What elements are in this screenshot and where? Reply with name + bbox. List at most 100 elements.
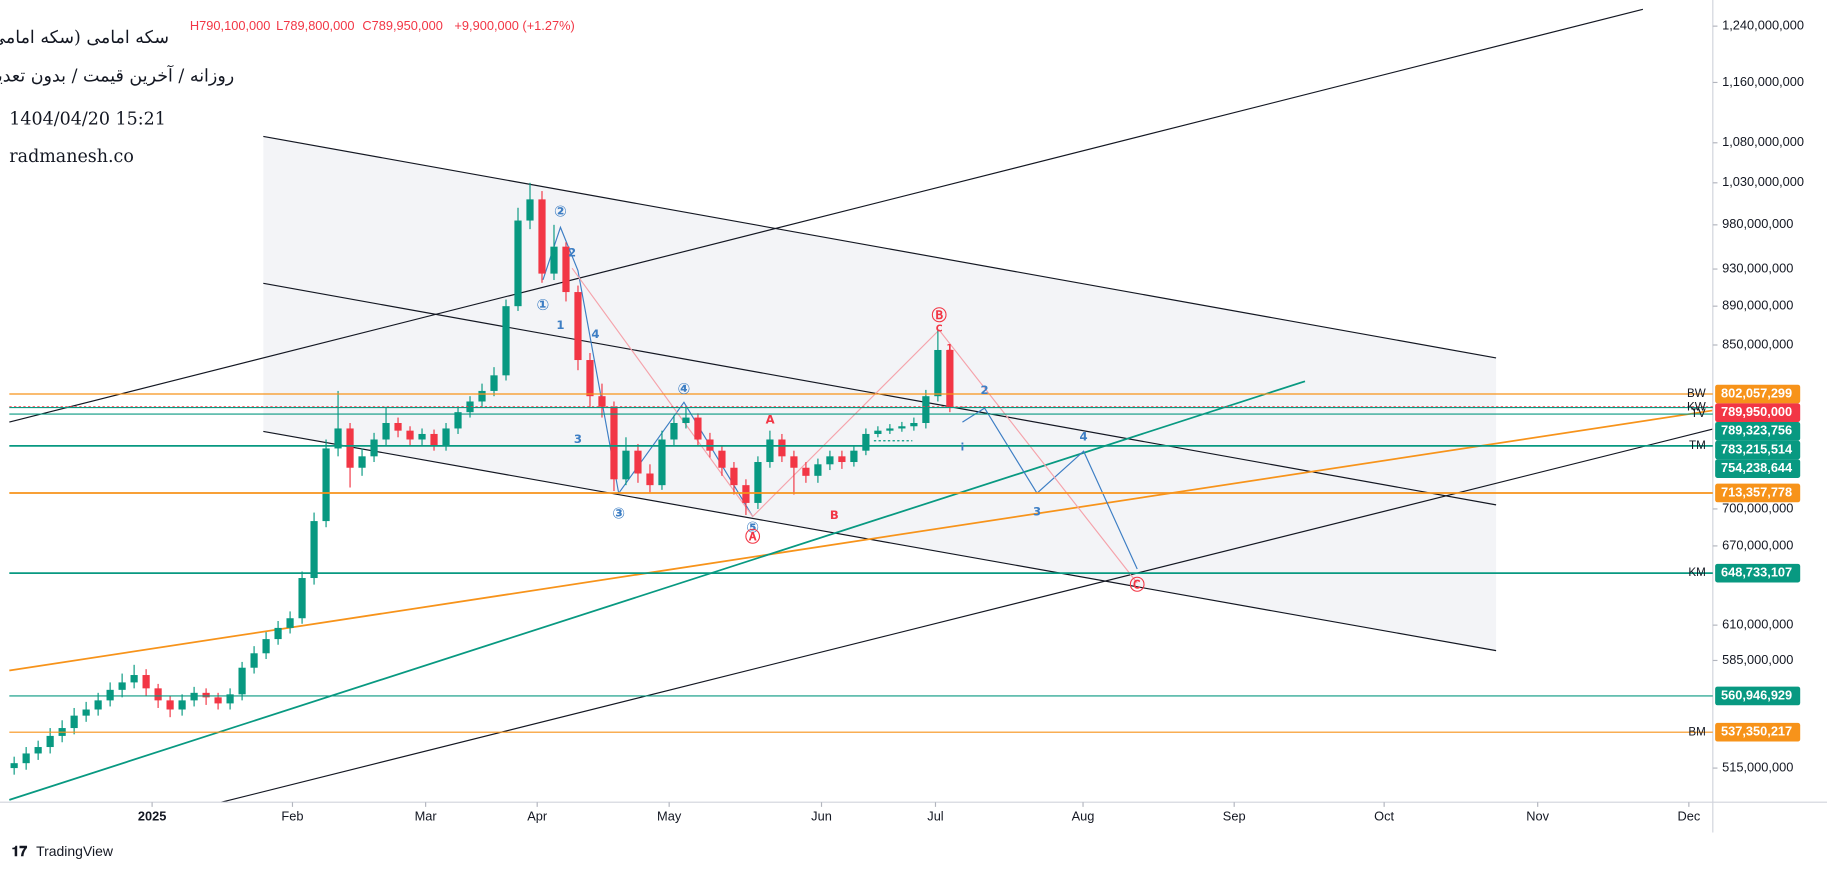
trend-line — [263, 430, 1497, 652]
level-label: 537,350,217 — [1721, 724, 1792, 739]
wave-label: 4 — [591, 327, 599, 341]
datetime: 1404/04/20 15:21 — [9, 110, 166, 130]
level-label-bg — [1715, 403, 1801, 423]
candle-body — [802, 467, 810, 476]
header-low: L789,800,000 — [276, 18, 354, 33]
level-label: 789,950,000 — [1721, 404, 1792, 419]
level-label-bg — [1715, 440, 1801, 460]
candle-body — [274, 627, 282, 640]
candle-body — [334, 428, 342, 449]
candle-body — [694, 417, 702, 440]
candle-body — [862, 433, 870, 451]
wave-label: Ⓑ — [932, 306, 947, 324]
candle-body — [298, 578, 306, 619]
wave-label: 1 — [946, 343, 952, 354]
candle-body — [226, 694, 234, 704]
candle-body — [622, 450, 630, 480]
candle-body — [262, 639, 270, 654]
candle-body — [634, 450, 642, 474]
x-tick-label: Apr — [527, 809, 548, 824]
header-change: +9,900,000 (+1.27%) — [454, 18, 574, 33]
trend-line — [9, 380, 1306, 801]
level-label: 713,357,778 — [1721, 484, 1792, 499]
wave-label: ① — [537, 296, 550, 314]
candle-body — [646, 473, 654, 486]
level-name: TV — [1691, 407, 1706, 420]
symbol: سکه امامی (سکه امامی) — [0, 28, 169, 48]
candle-body — [322, 448, 330, 522]
candle-body — [310, 521, 318, 579]
y-tick-label: 930,000,000 — [1722, 260, 1793, 275]
level-label: 783,215,514 — [1721, 441, 1793, 456]
level-label-bg — [1715, 563, 1801, 583]
level-label: 789,323,756 — [1721, 423, 1792, 438]
header-close: C789,950,000 — [362, 18, 442, 33]
level-name: TM — [1689, 439, 1706, 452]
wave-label: 4 — [1080, 430, 1088, 444]
interval: روزانه / آخرین قیمت / بدون تعدیل — [0, 64, 234, 86]
wave-label: ⑤ — [746, 519, 759, 537]
candle-body — [238, 667, 246, 695]
wave-label: C — [936, 323, 943, 334]
candle-body — [478, 390, 486, 402]
level-name: BW — [1687, 387, 1706, 400]
level-label: 560,946,929 — [1721, 687, 1792, 702]
candle-body — [586, 360, 594, 397]
candle-body — [130, 675, 138, 683]
header-high: H790,100,000 — [190, 18, 270, 33]
candle-body — [886, 428, 894, 431]
level-label-bg — [1715, 422, 1801, 441]
candle-body — [394, 422, 402, 431]
candle-body — [94, 700, 102, 710]
candle-body — [214, 697, 222, 704]
candle-body — [598, 396, 606, 407]
x-tick-label: Oct — [1374, 809, 1394, 824]
y-tick-label: 700,000,000 — [1722, 500, 1793, 515]
wave-label: Ⓐ — [745, 528, 760, 546]
x-tick-label: Aug — [1072, 809, 1095, 824]
level-name: KW — [1687, 401, 1706, 414]
level-name: KM — [1688, 566, 1705, 579]
candle-body — [766, 439, 774, 463]
candle-body — [118, 682, 126, 690]
y-tick-label: 850,000,000 — [1722, 336, 1793, 351]
candle-body — [898, 426, 906, 429]
candle-body — [790, 456, 798, 468]
trend-line — [9, 8, 1644, 423]
candle-body — [550, 246, 558, 274]
wave-label: 2 — [568, 246, 576, 260]
level-label: 754,238,644 — [1721, 460, 1793, 475]
wave-label: ③ — [612, 505, 625, 523]
x-tick-label: Sep — [1223, 809, 1246, 824]
candle-body — [430, 433, 438, 446]
candle-body — [838, 456, 846, 463]
level-label: 802,057,299 — [1721, 385, 1792, 400]
candle-body — [22, 753, 30, 764]
x-tick-label: Jul — [927, 809, 943, 824]
trend-line — [263, 135, 1497, 359]
candle-body — [922, 396, 930, 423]
trend-line — [221, 428, 1713, 803]
wave-label: i — [961, 442, 965, 454]
candle-body — [10, 763, 18, 769]
candle-body — [610, 406, 618, 480]
candle-body — [190, 692, 198, 701]
y-tick-label: 585,000,000 — [1722, 652, 1793, 667]
candle-body — [814, 464, 822, 476]
candle-body — [142, 675, 150, 689]
candle-body — [742, 485, 750, 503]
y-tick-label: 890,000,000 — [1722, 298, 1793, 313]
candle-body — [46, 735, 54, 748]
level-label-bg — [1715, 459, 1801, 478]
candle-body — [82, 709, 90, 716]
candle-body — [562, 246, 570, 293]
candle-body — [34, 747, 42, 754]
candle-body — [154, 688, 162, 701]
candle-body — [754, 462, 762, 503]
candle-body — [490, 375, 498, 391]
candle-body — [934, 349, 942, 397]
candle-body — [850, 450, 858, 463]
y-tick-label: 670,000,000 — [1722, 537, 1793, 552]
y-tick-label: 980,000,000 — [1722, 216, 1793, 231]
